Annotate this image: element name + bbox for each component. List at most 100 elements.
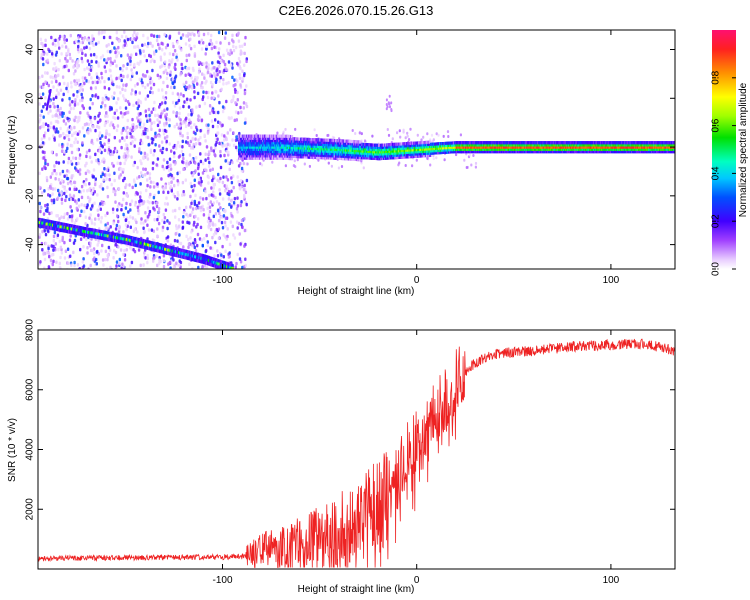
spectrogram-noise-cell bbox=[109, 149, 112, 153]
spectrogram-noise-cell bbox=[187, 123, 190, 127]
spectrogram-noise-cell bbox=[135, 71, 138, 75]
spectrogram-noise-cell bbox=[50, 150, 54, 154]
spectrogram-noise-cell bbox=[163, 52, 166, 56]
spectrogram-noise-cell bbox=[60, 197, 64, 202]
spectrogram-noise-cell bbox=[103, 142, 106, 146]
spectrogram-noise-cell bbox=[198, 40, 201, 44]
spectrogram-noise-cell bbox=[88, 170, 91, 174]
spectrogram-noise-cell bbox=[219, 149, 222, 154]
spectrogram-noise-cell bbox=[45, 176, 49, 180]
spectrogram-noise-cell bbox=[42, 212, 46, 216]
spectrogram-noise-cell bbox=[44, 232, 48, 237]
spectrogram-noise-cell bbox=[75, 78, 78, 83]
spectrogram-noise-cell bbox=[179, 36, 183, 40]
spectrogram-noise-cell bbox=[84, 222, 87, 226]
spectrogram-noise-cell bbox=[134, 90, 137, 94]
spectrogram-noise-cell bbox=[108, 35, 112, 40]
spectrogram-noise-cell bbox=[216, 72, 219, 77]
spectrogram-noise-cell bbox=[204, 189, 207, 194]
spectrogram-noise-cell bbox=[55, 74, 58, 79]
spectrogram-noise-cell bbox=[197, 201, 201, 205]
spectrogram-noise-cell bbox=[138, 199, 141, 204]
spectrogram-noise-cell bbox=[193, 44, 196, 49]
spectrogram-noise-cell bbox=[42, 62, 45, 67]
spectrogram-noise-cell bbox=[52, 200, 56, 205]
spectrogram-noise-cell bbox=[152, 259, 155, 263]
spectrogram-noise-cell bbox=[170, 85, 173, 90]
spectrogram-noise-cell bbox=[239, 49, 243, 53]
spectrogram-noise-cell bbox=[149, 180, 153, 184]
spectrogram-noise-cell bbox=[105, 129, 108, 133]
spectrogram-noise-cell bbox=[243, 183, 246, 188]
spectrogram-noise-cell bbox=[70, 174, 74, 178]
spectrogram-noise-cell bbox=[139, 182, 142, 186]
spectrogram-noise-cell bbox=[179, 129, 182, 133]
spectrogram-noise-cell bbox=[162, 80, 165, 85]
spectrogram-noise-cell bbox=[396, 131, 399, 135]
spectrogram-noise-cell bbox=[143, 131, 146, 136]
spectrogram-noise-cell bbox=[94, 86, 97, 90]
spectrogram-noise-cell bbox=[150, 33, 153, 37]
spectrogram-noise-cell bbox=[70, 263, 73, 267]
spectrogram-noise-cell bbox=[97, 61, 100, 66]
spectrogram-noise-cell bbox=[77, 59, 80, 63]
spectrogram-noise-cell bbox=[194, 169, 197, 173]
spectrogram-noise-cell bbox=[214, 110, 217, 115]
spectrogram-noise-cell bbox=[155, 38, 159, 43]
spectrogram-noise-cell bbox=[173, 183, 176, 188]
spectrogram-noise-cell bbox=[207, 31, 210, 36]
spectrogram-noise-cell bbox=[150, 127, 153, 131]
spectrogram-noise-cell bbox=[122, 94, 125, 98]
spectrogram-noise-cell bbox=[67, 68, 70, 73]
spectrogram-noise-cell bbox=[135, 36, 139, 40]
spectrogram-noise-cell bbox=[156, 217, 159, 222]
spectrogram-noise-cell bbox=[81, 141, 84, 145]
spectrogram-noise-cell bbox=[165, 196, 168, 200]
spectrogram-noise-cell bbox=[243, 63, 246, 67]
spectrogram-noise-cell bbox=[42, 122, 45, 126]
spectrogram-noise-cell bbox=[165, 112, 168, 117]
spectrogram-noise-cell bbox=[106, 49, 109, 54]
spectrogram-noise-cell bbox=[191, 80, 195, 84]
spectrogram-noise-cell bbox=[66, 59, 69, 63]
spectrogram-noise-cell bbox=[210, 42, 214, 46]
spectrogram-noise-cell bbox=[176, 171, 179, 176]
spectrogram-noise-cell bbox=[146, 69, 149, 74]
spectrogram-noise-cell bbox=[197, 70, 201, 75]
spectrogram-noise-cell bbox=[138, 175, 141, 179]
spectrogram-noise-cell bbox=[78, 168, 82, 172]
spectrogram-noise-cell bbox=[136, 44, 140, 49]
spectrogram-noise-cell bbox=[190, 201, 193, 206]
spectrogram-noise-cell bbox=[176, 197, 179, 201]
spectrogram-noise-cell bbox=[161, 225, 165, 230]
spectrogram-noise-cell bbox=[181, 134, 184, 138]
spectrogram-noise-cell bbox=[72, 241, 76, 245]
spectrogram-noise-cell bbox=[173, 151, 176, 155]
spectrogram-noise-cell bbox=[188, 44, 191, 48]
spectrogram-noise-cell bbox=[91, 175, 95, 179]
spectrogram-noise-cell bbox=[77, 204, 81, 208]
spectrogram-noise-cell bbox=[200, 205, 203, 210]
spectrogram-noise-cell bbox=[243, 244, 246, 248]
spectrogram-noise-cell bbox=[94, 128, 97, 133]
spectrogram-noise-cell bbox=[54, 38, 57, 43]
spectrogram-noise-cell bbox=[163, 122, 166, 126]
spectrogram-noise-cell bbox=[162, 254, 166, 258]
spectrogram-noise-cell bbox=[227, 51, 230, 56]
spectrogram-noise-cell bbox=[59, 88, 63, 92]
spectrogram-noise-cell bbox=[113, 178, 116, 183]
spectrogram-noise-cell bbox=[168, 59, 171, 63]
spectrogram-noise-cell bbox=[138, 122, 142, 126]
spectrogram-noise-cell bbox=[158, 120, 161, 124]
spectrogram-noise-cell bbox=[166, 239, 170, 243]
spectrogram-noise-cell bbox=[437, 133, 440, 137]
spectrogram-noise-cell bbox=[245, 102, 248, 106]
spectrogram-noise-cell bbox=[121, 262, 124, 266]
spectrogram-noise-cell bbox=[129, 215, 132, 219]
spectrogram-noise-cell bbox=[157, 210, 161, 214]
spectrogram-noise-cell bbox=[79, 213, 82, 218]
spectrogram-noise-cell bbox=[78, 115, 81, 120]
spectrogram-noise-cell bbox=[63, 212, 67, 216]
spectrogram-noise-cell bbox=[86, 66, 89, 70]
spectrogram-noise-cell bbox=[239, 52, 242, 56]
